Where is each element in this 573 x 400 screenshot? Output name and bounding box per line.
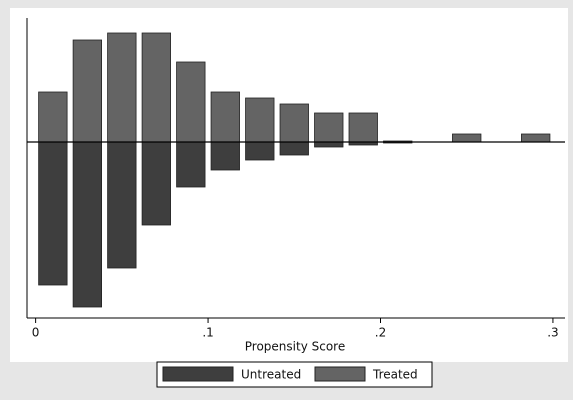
legend-label: Untreated [241, 368, 301, 382]
bar [176, 141, 206, 188]
x-axis-label: Propensity Score [245, 340, 345, 354]
legend-label: Treated [372, 368, 418, 382]
bar [141, 141, 171, 226]
legend-box [156, 361, 433, 388]
legend-swatch [162, 366, 234, 382]
bar [72, 141, 102, 308]
bar [521, 133, 551, 143]
bar [245, 97, 275, 143]
bar [279, 103, 309, 143]
bar [210, 91, 240, 143]
plot-region [10, 8, 568, 362]
bar [314, 141, 344, 148]
x-tick-label: .2 [375, 326, 386, 340]
bar [38, 141, 68, 286]
x-tick-label: 0 [32, 326, 40, 340]
bar [210, 141, 240, 171]
x-tick-label: .3 [547, 326, 558, 340]
x-tick-label: .1 [202, 326, 213, 340]
bar [452, 133, 482, 143]
bar [141, 32, 171, 143]
bar [314, 112, 344, 143]
bar [348, 112, 378, 143]
bar [38, 91, 68, 143]
legend-swatch [314, 366, 366, 382]
bar [245, 141, 275, 161]
bar [107, 141, 137, 269]
bar [279, 141, 309, 156]
bar [107, 32, 137, 143]
bar [176, 61, 206, 143]
bar [72, 39, 102, 143]
